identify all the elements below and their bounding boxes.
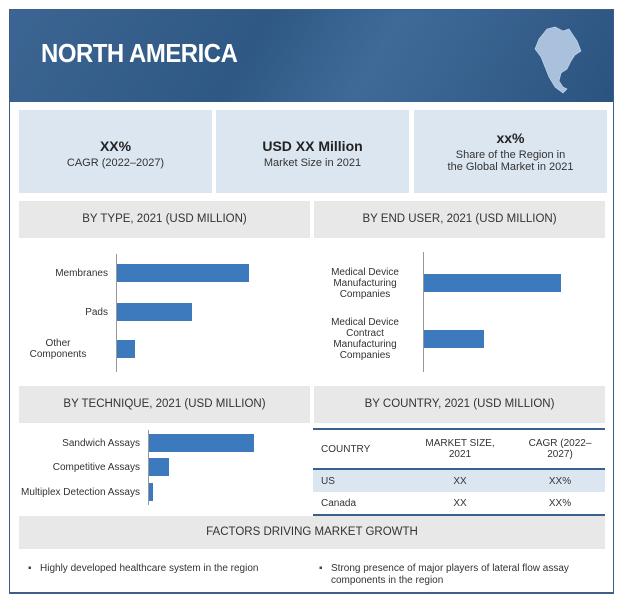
factors-header: FACTORS DRIVING MARKET GROWTH (19, 516, 605, 549)
by-technique-header: BY TECHNIQUE, 2021 (USD MILLION) (19, 386, 310, 423)
by-country-header: BY COUNTRY, 2021 (USD MILLION) (314, 386, 605, 423)
table-row: Canada XX XX% (313, 492, 605, 515)
market-size-cell: XX (405, 468, 515, 492)
share-value: xx% (496, 130, 525, 146)
bar (424, 330, 485, 348)
column-header: CAGR (2022–2027) (528, 438, 592, 460)
bar (117, 264, 249, 282)
market-size-box: USD XX Million Market Size in 2021 (216, 110, 409, 193)
country-cell: Canada (321, 497, 357, 509)
cagr-cell: XX% (515, 468, 605, 492)
chart-axis (148, 430, 149, 505)
category-label: Other Components (29, 338, 87, 360)
region-title: NORTH AMERICA (41, 38, 238, 68)
header-banner: NORTH AMERICA (10, 10, 613, 102)
cagr-box: XX% CAGR (2022–2027) (19, 110, 212, 193)
market-size-value: USD XX Million (262, 138, 363, 154)
column-header: COUNTRY (321, 443, 371, 455)
infographic-frame (9, 9, 614, 594)
bar (117, 340, 136, 358)
factor-item: Highly developed healthcare system in th… (28, 563, 300, 575)
category-label: Competitive Assays (52, 461, 140, 473)
country-table: COUNTRY MARKET SIZE, 2021 CAGR (2022–202… (313, 428, 605, 516)
bar (149, 483, 154, 501)
market-size-cell: XX (453, 497, 467, 509)
by-type-header: BY TYPE, 2021 (USD MILLION) (19, 201, 310, 238)
category-label: Membranes (55, 267, 108, 279)
column-header: MARKET SIZE, 2021 (425, 438, 495, 460)
market-size-label: Market Size in 2021 (263, 157, 362, 169)
factor-item: Strong presence of major players of late… (319, 563, 613, 587)
country-cell: US (313, 468, 405, 492)
chart-axis (116, 254, 117, 372)
category-label: Sandwich Assays (62, 437, 140, 449)
table-row: US XX XX% (313, 468, 605, 492)
chart-axis (423, 252, 424, 372)
share-box: xx% Share of the Region in the Global Ma… (414, 110, 607, 193)
category-label: Multiplex Detection Assays (21, 486, 140, 498)
cagr-cell: XX% (548, 497, 572, 509)
cagr-label: CAGR (2022–2027) (66, 157, 165, 169)
bar (117, 303, 193, 321)
bar (424, 274, 561, 292)
category-label: Pads (85, 306, 108, 318)
cagr-value: XX% (99, 138, 132, 154)
share-label: the Global Market in 2021 (447, 161, 574, 173)
share-label: Share of the Region in (455, 149, 566, 161)
north-america-map-icon (534, 26, 582, 94)
table-header-row: COUNTRY MARKET SIZE, 2021 CAGR (2022–202… (313, 429, 605, 469)
bar (149, 458, 169, 476)
category-label: Medical Device Manufacturing Companies (331, 266, 399, 300)
by-end-user-header: BY END USER, 2021 (USD MILLION) (314, 201, 605, 238)
category-label: Medical Device Contract Manufacturing Compa… (331, 317, 399, 361)
bar (149, 434, 254, 452)
